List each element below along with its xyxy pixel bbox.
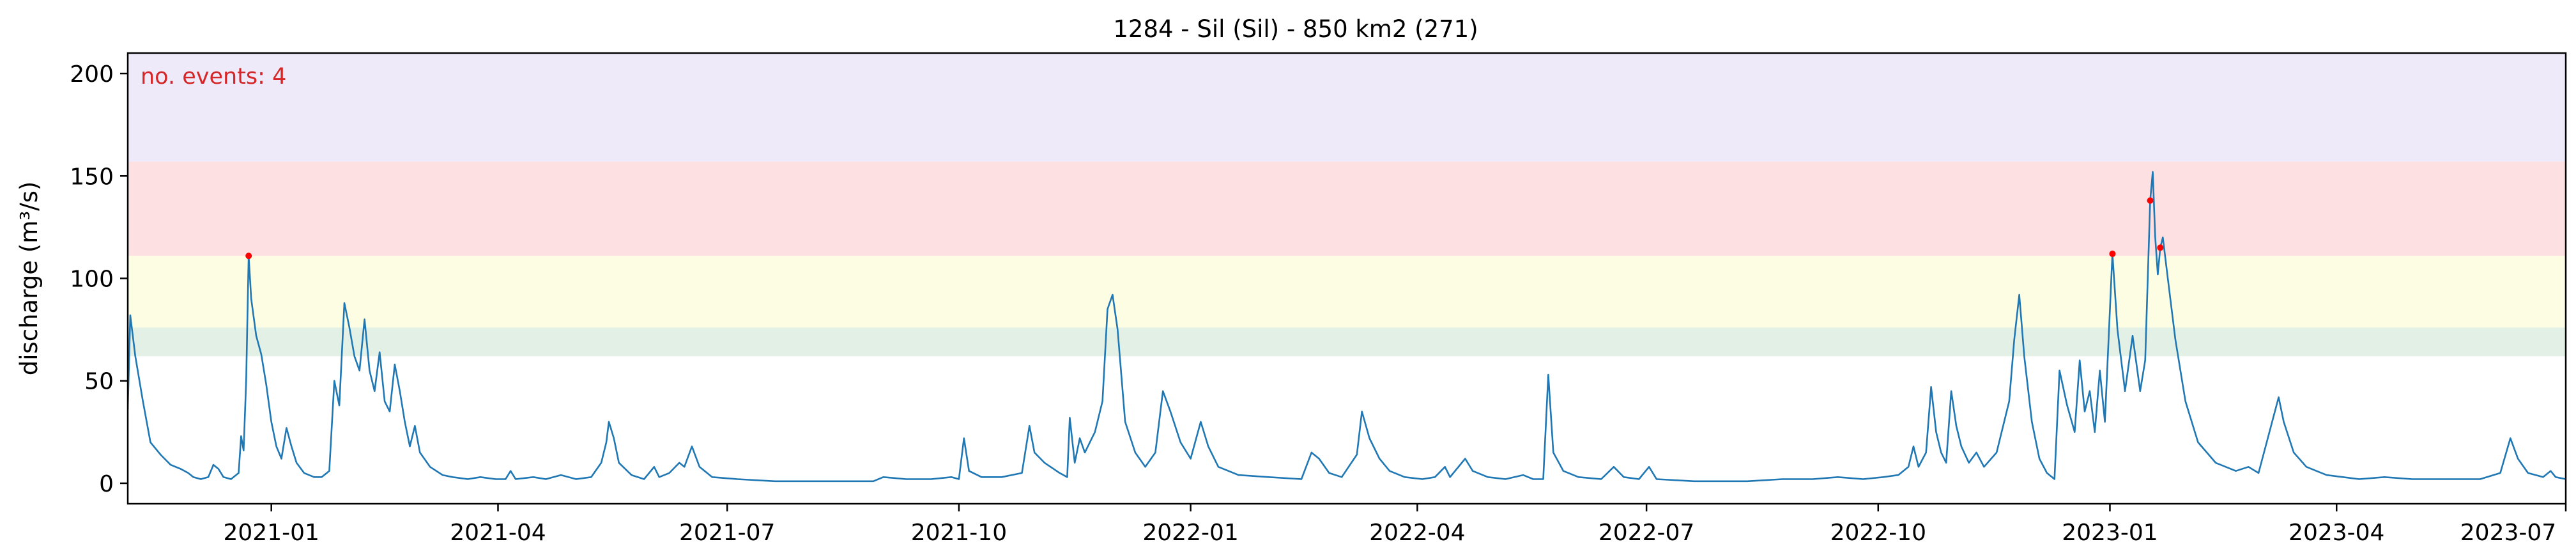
event-marker-3 (2157, 244, 2164, 251)
x-tick-label-0: 2021-01 (223, 520, 319, 546)
event-count-annotation: no. events: 4 (141, 64, 286, 89)
y-axis-label: discharge (m³/s) (15, 182, 43, 376)
threshold-band-0 (128, 53, 2566, 162)
x-tick-label-5: 2022-04 (1369, 520, 1465, 546)
x-axis-ticks: 2021-01 2021-04 2021-07 2021-10 2022-01 2022-… (223, 504, 2567, 546)
event-marker-1 (2109, 251, 2116, 258)
threshold-bands (128, 53, 2566, 357)
y-tick-label-2: 100 (70, 267, 114, 293)
y-tick-label-0: 0 (99, 471, 114, 497)
x-tick-label-7: 2022-10 (1830, 520, 1926, 546)
threshold-band-1 (128, 161, 2566, 256)
x-tick-label-6: 2022-07 (1598, 520, 1694, 546)
threshold-band-2 (128, 256, 2566, 328)
plot-area (126, 52, 2567, 505)
chart-title: 1284 - Sil (Sil) - 850 km2 (271) (1113, 15, 1478, 43)
x-tick-label-4: 2022-01 (1142, 520, 1238, 546)
y-tick-label-4: 200 (70, 61, 114, 88)
x-tick-label-1: 2021-04 (450, 520, 546, 546)
y-tick-label-3: 150 (70, 164, 114, 190)
x-tick-label-9: 2023-04 (2288, 520, 2384, 546)
x-tick-label-3: 2021-10 (911, 520, 1007, 546)
event-markers (245, 197, 2164, 260)
x-tick-label-8: 2023-01 (2062, 520, 2158, 546)
x-tick-label-2: 2021-07 (679, 520, 775, 546)
event-marker-2 (2147, 197, 2154, 204)
x-tick-label-10: 2023-07 (2460, 520, 2556, 546)
threshold-band-3 (128, 327, 2566, 357)
y-axis-ticks: 0 50 100 150 200 (70, 61, 128, 497)
y-tick-label-1: 50 (84, 369, 114, 395)
discharge-series-line (128, 171, 2566, 483)
event-marker-0 (245, 253, 252, 260)
